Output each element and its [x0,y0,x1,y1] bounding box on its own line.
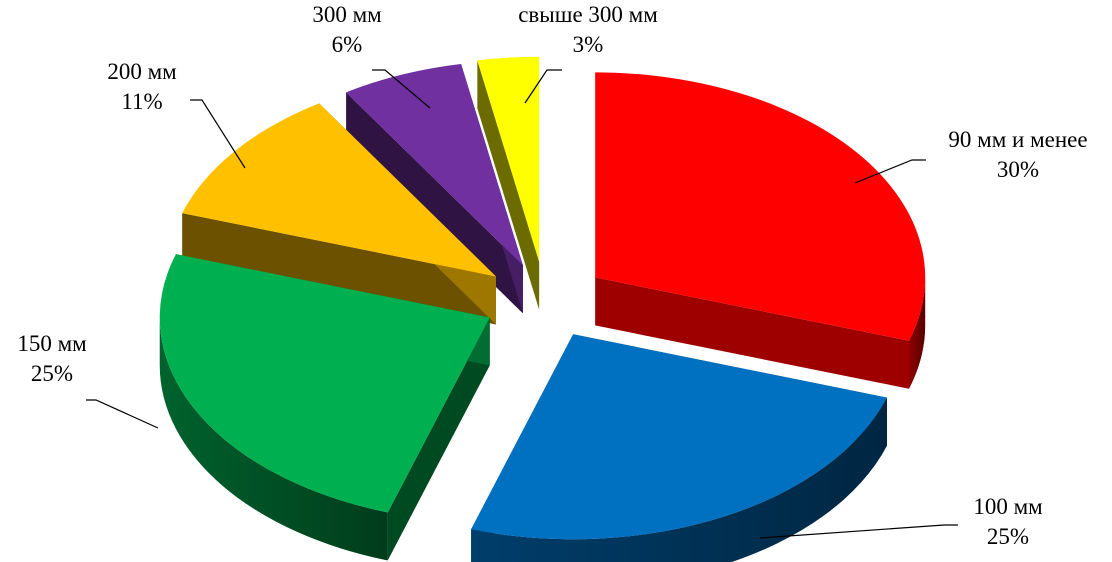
pie-slices [159,56,926,562]
pie-slice-2 [471,334,887,562]
slice-name-label: 200 мм [107,59,177,84]
slice-percent-label: 30% [997,157,1039,182]
slice-name-label: 300 мм [312,2,382,27]
pie-slice-wall [477,60,540,310]
slice-name-label: 90 мм и менее [948,127,1087,152]
data-label-4: 200 мм 11% [107,59,246,169]
pie-slice-top [159,254,490,513]
pie-slice-top [346,64,523,266]
slice-percent-label: 6% [332,32,363,57]
data-label-2: 100 мм 25% [759,494,1043,549]
pie-slice-wall [595,277,910,389]
slice-percent-label: 3% [573,32,604,57]
pie-slice-wall [387,317,490,561]
slice-name-label: 150 мм [17,331,87,356]
pie-slice-5 [346,64,523,314]
leader-line [86,399,159,429]
pie-slice-rim-shade [159,317,388,561]
pie-slice-wall [346,92,523,314]
pie-slice-4 [182,103,497,325]
slice-percent-label: 11% [121,89,162,114]
pie-slice-6 [477,56,540,310]
pie-slice-top [477,56,540,262]
slice-name-label: свыше 300 мм [518,2,658,27]
pie-slice-3 [159,254,490,561]
data-label-6: свыше 300 мм 3% [518,2,658,104]
pie-slice-top [182,103,497,277]
pie-slice-1 [595,72,926,389]
data-labels: 90 мм и менее 30% 100 мм 25% 150 мм 25% 200 мм… [17,2,1087,549]
pie-slice-top [471,334,887,540]
data-label-1: 90 мм и менее 30% [854,127,1088,184]
leader-line [524,69,562,104]
slice-percent-label: 25% [31,361,73,386]
leader-line [854,159,926,184]
pie-slice-top [595,72,926,341]
pie-slice-wall [182,213,497,325]
leader-line [759,524,958,539]
slice-percent-label: 25% [987,524,1029,549]
slice-name-label: 100 мм [973,494,1043,519]
data-label-5: 300 мм 6% [312,2,431,109]
pie-slice-rim-shade [471,397,887,562]
data-label-3: 150 мм 25% [17,331,159,429]
leader-line [372,69,431,109]
pie-slice-rim-shade [909,277,926,389]
leader-line [190,99,246,169]
